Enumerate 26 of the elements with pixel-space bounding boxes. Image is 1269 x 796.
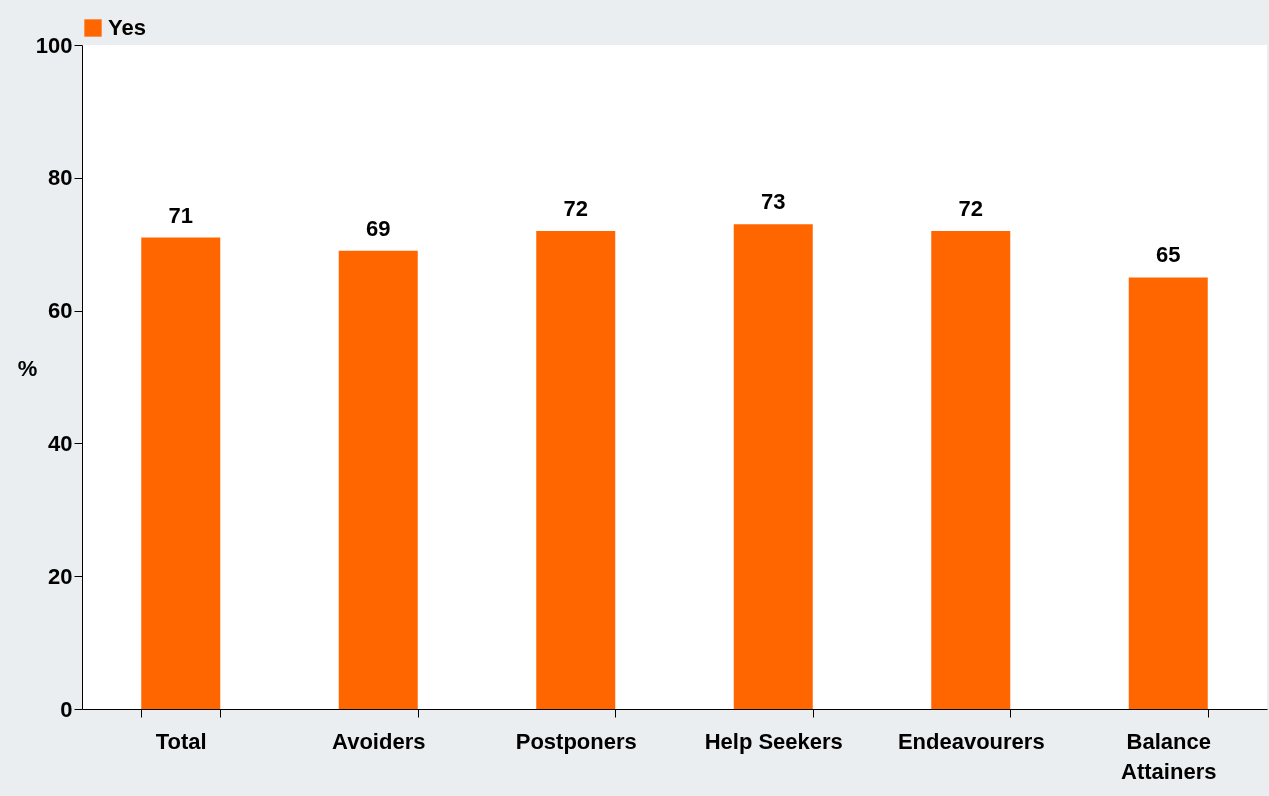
x-tick-label: Endeavourers xyxy=(897,728,1045,754)
bar xyxy=(1128,277,1208,709)
x-tick-label: Help Seekers xyxy=(704,728,843,754)
data-label: 65 xyxy=(1156,242,1181,268)
y-tick-label: 80 xyxy=(48,165,73,191)
data-label: 72 xyxy=(563,195,588,221)
bar xyxy=(536,230,616,709)
y-tick-label: 0 xyxy=(60,696,73,722)
y-tick-label: 60 xyxy=(48,298,73,324)
y-tick-label: 40 xyxy=(48,430,73,456)
bar xyxy=(733,224,813,709)
legend-label: Yes xyxy=(108,15,146,40)
data-label: 71 xyxy=(168,202,193,228)
y-tick-label: 20 xyxy=(48,563,73,589)
data-label: 69 xyxy=(366,215,391,241)
x-tick-label: Avoiders xyxy=(332,728,426,754)
y-axis-title: % xyxy=(17,355,38,381)
data-label: 73 xyxy=(761,189,786,215)
bar xyxy=(141,237,221,709)
x-tick-label: Postponers xyxy=(515,728,637,754)
data-label: 72 xyxy=(958,195,983,221)
x-tick-label: Balance Attainers xyxy=(1121,728,1217,784)
bar xyxy=(931,230,1011,709)
x-tick-label: Total xyxy=(155,728,207,754)
bar xyxy=(338,250,418,709)
y-tick-label: 100 xyxy=(35,32,73,58)
